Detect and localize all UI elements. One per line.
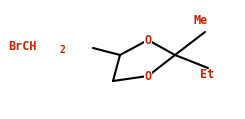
- Text: Et: Et: [200, 67, 214, 80]
- Text: O: O: [145, 34, 152, 47]
- Text: Me: Me: [193, 13, 207, 27]
- Text: BrCH: BrCH: [8, 40, 37, 54]
- Text: O: O: [145, 69, 152, 82]
- Text: 2: 2: [59, 45, 65, 55]
